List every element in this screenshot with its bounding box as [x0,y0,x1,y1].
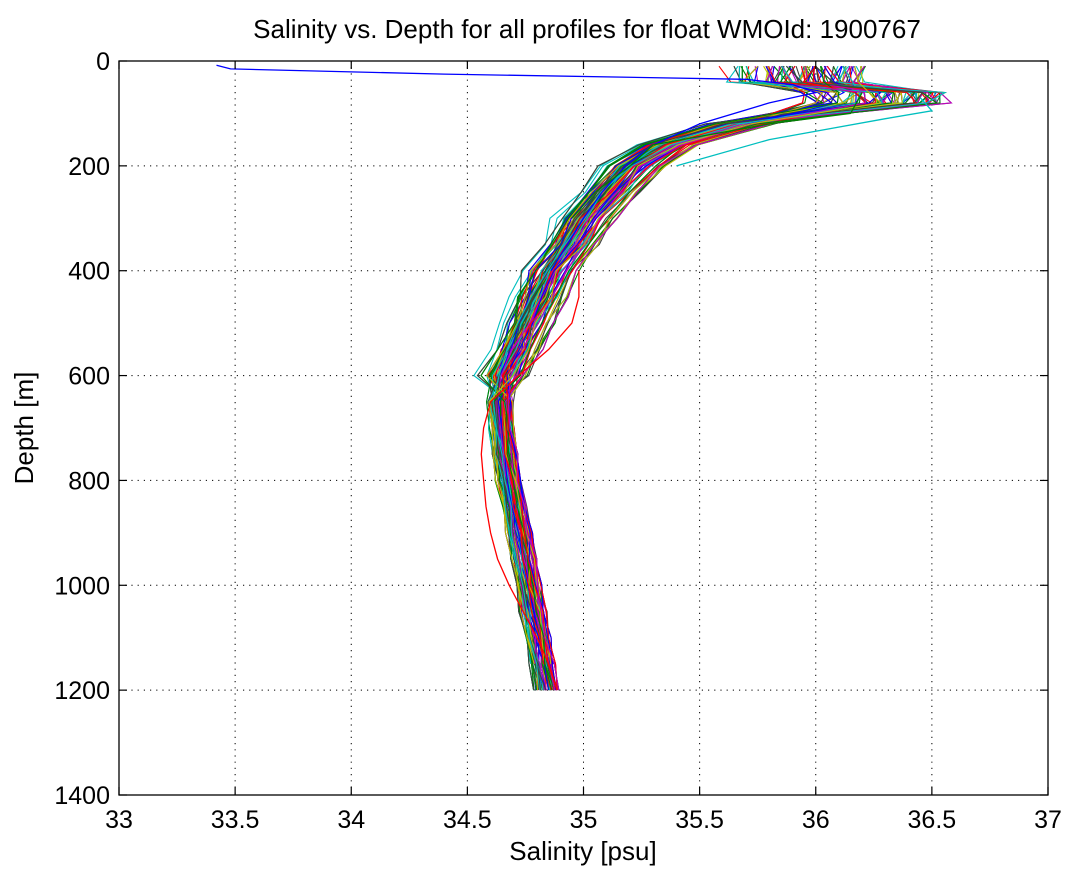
y-tick-label: 0 [96,48,110,76]
salinity-profile [480,66,840,691]
y-tick-label: 600 [68,363,110,391]
y-tick-label: 800 [68,467,110,495]
grid-lines [119,61,1048,795]
x-axis-label: Salinity [psu] [509,836,656,866]
y-axis-label: Depth [m] [9,372,39,485]
y-tick-label: 1400 [54,782,110,810]
salinity-profile [488,66,882,665]
profile-lines [216,64,953,691]
salinity-profile [492,66,883,665]
x-tick-label: 33 [105,806,133,834]
y-tick-label: 400 [68,258,110,286]
salinity-profile [496,66,884,664]
x-tick-label: 34.5 [443,806,492,834]
salinity-profile [502,65,918,664]
x-tick-label: 33.5 [211,806,260,834]
y-tick-label: 1000 [54,572,110,600]
x-tick-label: 34 [337,806,365,834]
x-axis: 33 33.5 34 34.5 35 35.5 36 36.5 37 [105,61,1062,834]
x-tick-label: 36 [802,806,830,834]
salinity-profile-outlier [571,92,863,219]
x-tick-label: 35.5 [675,806,724,834]
salinity-profile-outlier [216,64,819,272]
salinity-profile-outlier [676,97,934,167]
x-tick-label: 37 [1034,806,1062,834]
salinity-profile-outlier [480,270,580,686]
x-tick-label: 36.5 [908,806,957,834]
y-tick-label: 200 [68,153,110,181]
y-tick-label: 1200 [54,677,110,705]
x-tick-label: 35 [570,806,598,834]
salinity-profile [485,66,844,664]
chart-title: Salinity vs. Depth for all profiles for … [253,14,921,44]
y-axis: 0 200 400 600 800 1000 1200 1400 [54,48,1048,810]
